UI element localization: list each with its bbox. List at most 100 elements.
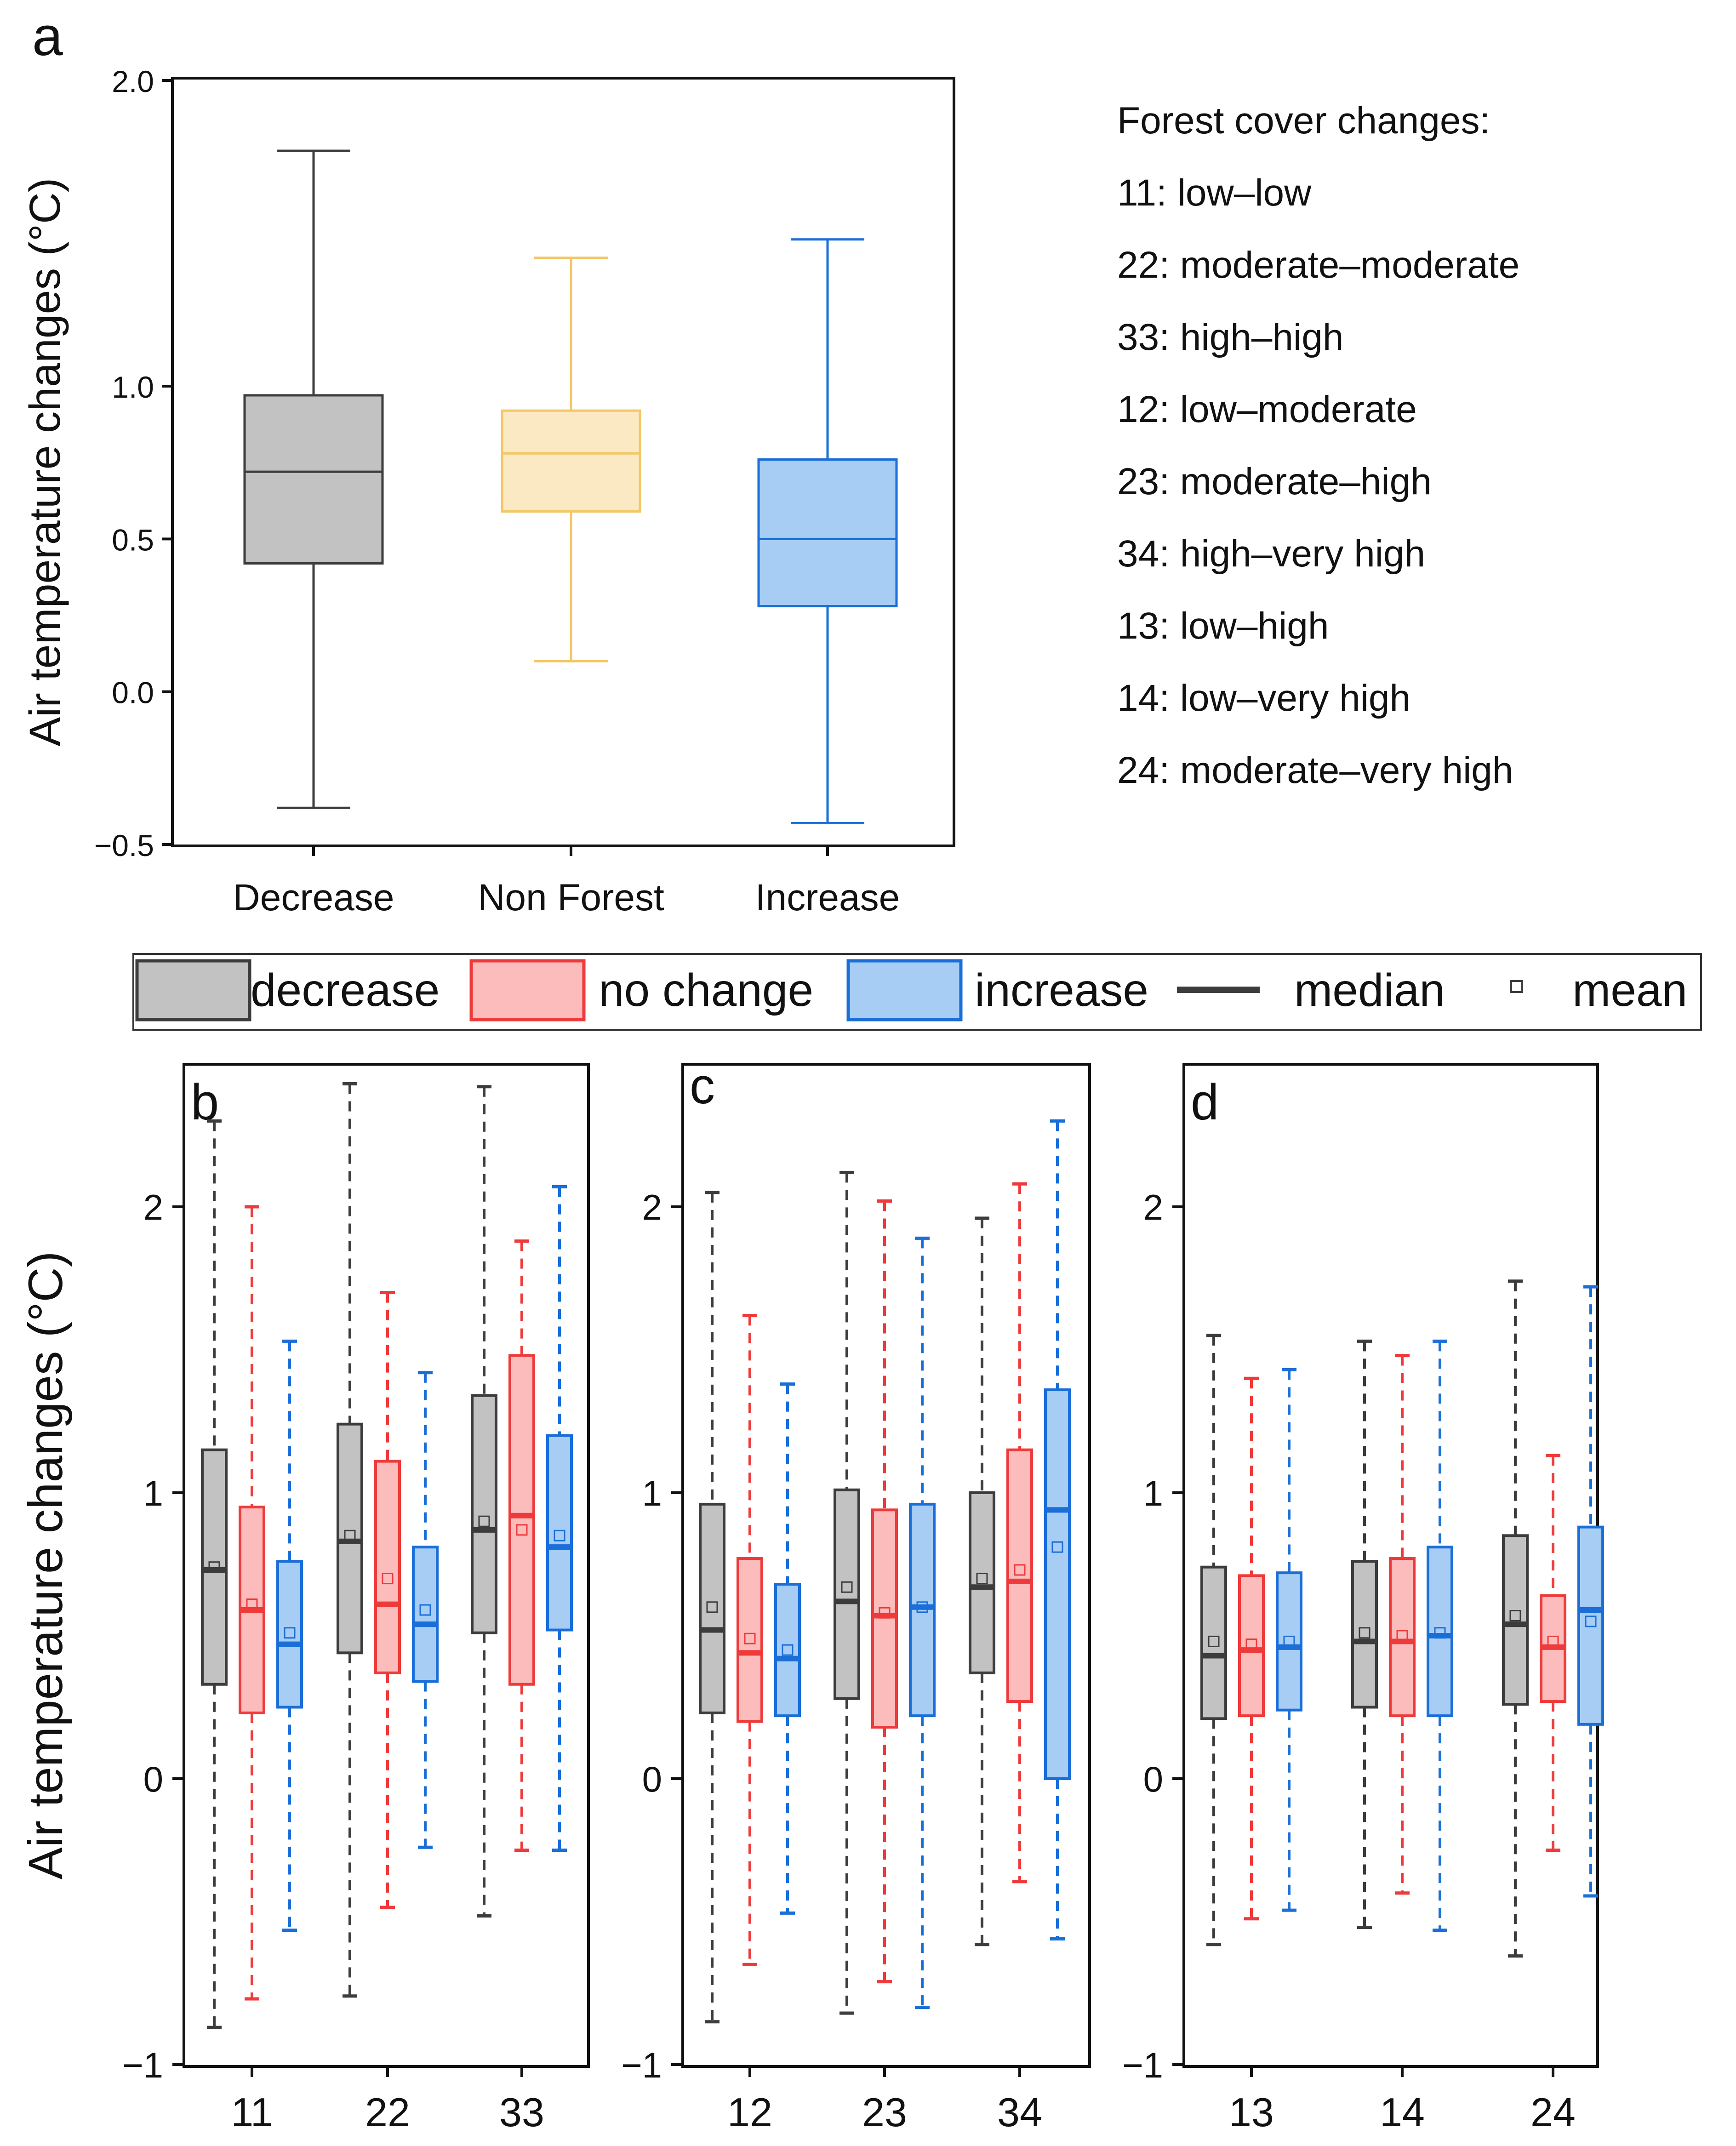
xtick-label: 13	[1229, 2089, 1274, 2135]
legend-entry: 22: moderate–moderate	[1117, 244, 1519, 286]
box	[834, 1488, 860, 1700]
mean-marker	[879, 1607, 891, 1619]
mean-marker	[1509, 1610, 1521, 1621]
box	[276, 1560, 303, 1709]
legend-label-median: median	[1294, 965, 1445, 1016]
legend-swatch-no-change	[469, 959, 586, 1022]
box	[1427, 1546, 1453, 1718]
mean-marker	[516, 1524, 528, 1536]
panel-a-xtick-label: Non Forest	[478, 877, 664, 919]
panel-a-xtick-label: Increase	[755, 877, 900, 919]
mean-marker	[1208, 1635, 1220, 1647]
legend-entry: 24: moderate–very high	[1117, 749, 1513, 791]
panel-a-frame	[171, 77, 955, 847]
mean-marker	[744, 1632, 756, 1644]
box	[337, 1422, 363, 1655]
mean-marker	[419, 1604, 431, 1616]
mean-marker	[382, 1573, 394, 1585]
box	[1276, 1571, 1302, 1712]
box	[471, 1394, 497, 1634]
box	[546, 1434, 573, 1632]
panel-a-ytick-label: 0.5	[112, 523, 154, 557]
series-legend: decrease no change increase median mean	[132, 953, 1702, 1031]
ytick-label: 0	[1143, 1759, 1163, 1799]
xtick-label: 34	[997, 2089, 1042, 2135]
mean-marker	[208, 1561, 220, 1573]
box	[774, 1583, 801, 1718]
mean-marker	[841, 1581, 853, 1593]
mean-marker	[1051, 1541, 1063, 1553]
box	[1389, 1557, 1416, 1718]
panel-a-ytick-label: 2.0	[112, 64, 154, 98]
forest-cover-legend: Forest cover changes: 11: low–low 22: mo…	[1117, 100, 1519, 791]
xtick-label: 23	[862, 2089, 907, 2135]
box	[1238, 1574, 1265, 1718]
forest-cover-legend-title: Forest cover changes:	[1117, 100, 1490, 142]
ytick-label: −1	[122, 2045, 163, 2085]
mean-marker	[1283, 1635, 1295, 1647]
ytick-label: 0	[143, 1759, 163, 1799]
box	[1200, 1565, 1227, 1720]
ytick-label: −1	[621, 2045, 662, 2085]
box	[243, 394, 384, 565]
box	[1502, 1534, 1529, 1706]
mean-marker	[1434, 1627, 1446, 1639]
mean-marker	[976, 1573, 988, 1585]
panel-c-frame	[681, 1063, 1091, 2068]
panel-d-label: d	[1191, 1074, 1219, 1130]
box	[201, 1448, 228, 1686]
legend-entry: 13: low–high	[1117, 605, 1329, 647]
legend-entry: 14: low–very high	[1117, 677, 1410, 719]
xtick-label: 22	[365, 2089, 410, 2135]
ytick-label: 0	[642, 1759, 662, 1799]
panel-a-xtick-label: Decrease	[233, 877, 394, 919]
xtick-label: 33	[499, 2089, 544, 2135]
box	[1351, 1560, 1378, 1709]
box	[1577, 1525, 1604, 1726]
legend-mean-marker	[1510, 980, 1523, 993]
mean-marker	[916, 1601, 928, 1613]
box	[757, 458, 898, 608]
legend-entry: 33: high–high	[1117, 316, 1343, 358]
mean-marker	[1359, 1627, 1371, 1639]
panel-a-ytick-label: 1.0	[112, 370, 154, 404]
legend-entry: 12: low–moderate	[1117, 388, 1417, 430]
ytick-label: 2	[1143, 1187, 1163, 1227]
panel-c-label: c	[690, 1058, 715, 1114]
box	[1044, 1388, 1071, 1781]
ytick-label: 1	[1143, 1473, 1163, 1513]
box	[737, 1557, 763, 1723]
ytick-label: 1	[143, 1473, 163, 1513]
legend-label-no-change: no change	[599, 965, 813, 1016]
mean-marker	[1245, 1638, 1257, 1650]
box	[508, 1354, 535, 1686]
legend-entry: 23: moderate–high	[1117, 461, 1432, 502]
ytick-label: 1	[642, 1473, 662, 1513]
mean-marker	[284, 1627, 296, 1639]
box	[1006, 1448, 1033, 1703]
box	[969, 1491, 995, 1674]
xtick-label: 14	[1380, 2089, 1425, 2135]
ytick-label: −1	[1122, 2045, 1163, 2085]
legend-swatch-increase	[846, 959, 963, 1022]
mean-marker	[1585, 1615, 1597, 1627]
legend-entry: 34: high–very high	[1117, 533, 1425, 575]
panel-a-ytick-label: −0.5	[94, 828, 154, 862]
xtick-label: 24	[1530, 2089, 1576, 2135]
box	[699, 1502, 725, 1714]
xtick-label: 11	[231, 2089, 273, 2135]
box	[909, 1502, 936, 1718]
mean-marker	[554, 1530, 565, 1541]
panel-a-label: a	[32, 6, 63, 67]
legend-entry: 11: low–low	[1117, 172, 1312, 214]
mean-marker	[782, 1644, 794, 1656]
mean-marker	[1547, 1635, 1559, 1647]
ytick-label: 2	[143, 1187, 163, 1227]
mean-marker	[1396, 1630, 1408, 1642]
box	[412, 1546, 439, 1683]
